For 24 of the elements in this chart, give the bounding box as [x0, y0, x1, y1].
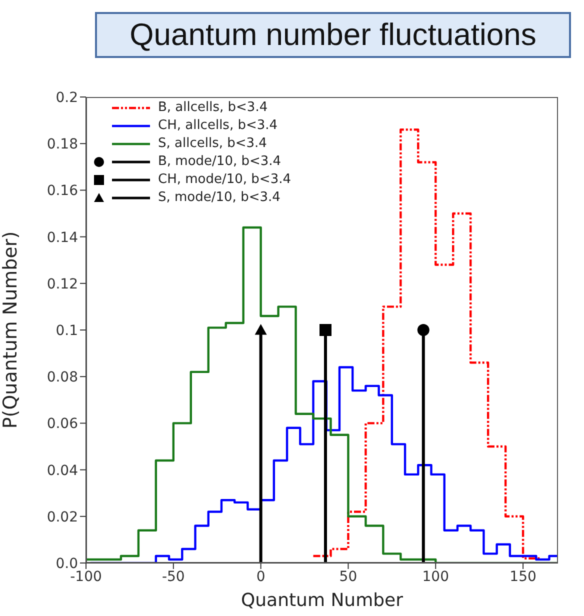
legend-label: CH, mode/10, b<3.4: [158, 171, 291, 189]
x-axis-title: Quantum Number: [240, 590, 404, 611]
y-tick-label: 0.14: [46, 230, 78, 246]
legend-label: S, allcells, b<3.4: [158, 135, 267, 153]
y-tick-label: 0.16: [46, 183, 78, 200]
y-tick-label: 0.18: [46, 136, 78, 153]
y-tick-label: 0.12: [46, 276, 78, 292]
y-tick-label: 0.06: [46, 416, 78, 432]
y-tick-label: 0.1: [56, 322, 78, 339]
x-tick-label: 0: [256, 568, 266, 585]
x-tick-label: -50: [162, 568, 185, 585]
y-tick-label: 0.02: [46, 509, 78, 526]
legend-label: S, mode/10, b<3.4: [158, 189, 280, 207]
y-tick-label: 0.08: [46, 370, 78, 386]
y-axis-title: P(Quantum Number): [0, 231, 22, 429]
x-tick-label: 100: [422, 568, 449, 585]
legend-label: CH, allcells, b<3.4: [158, 117, 278, 135]
legend-label: B, allcells, b<3.4: [158, 99, 268, 117]
legend-label: B, mode/10, b<3.4: [158, 153, 282, 171]
y-tick-label: 0.2: [56, 90, 78, 106]
x-tick-label: 150: [510, 568, 536, 585]
chart-title: Quantum number fluctuations: [95, 12, 571, 58]
y-tick-label: 0.04: [46, 462, 78, 479]
x-tick-label: 50: [339, 568, 358, 585]
